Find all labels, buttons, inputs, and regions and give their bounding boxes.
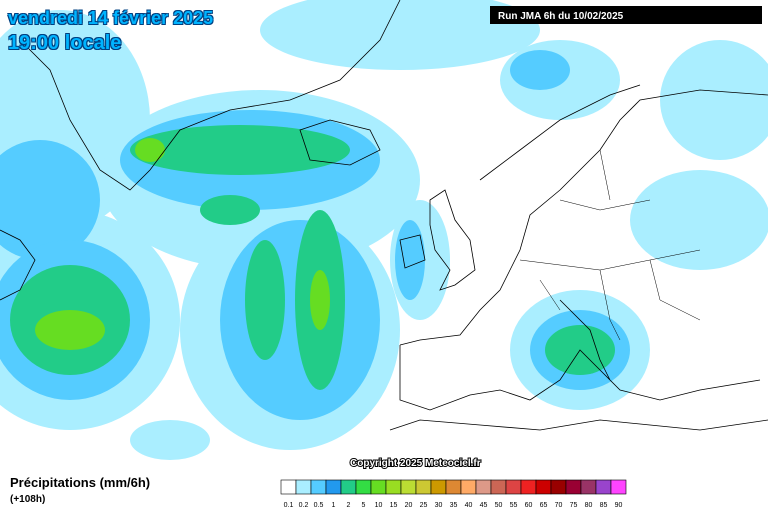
legend-label: 0.5 (314, 502, 324, 509)
coastline-america (0, 229, 36, 301)
legend-label: 15 (390, 502, 398, 509)
run-label: Run JMA 6h du 10/02/2025 (498, 11, 624, 22)
legend-swatch (295, 479, 312, 495)
legend-swatch (460, 479, 477, 495)
legend-label: 30 (435, 502, 443, 509)
legend-swatch (580, 479, 597, 495)
legend-swatch (370, 479, 387, 495)
legend-label: 2 (347, 502, 351, 509)
legend-swatch (535, 479, 552, 495)
legend-label: 65 (540, 502, 548, 509)
legend-swatch (400, 479, 417, 495)
legend-swatch (280, 479, 297, 495)
legend-swatch (595, 479, 612, 495)
legend-label: 45 (480, 502, 488, 509)
legend-label: 0.2 (299, 502, 309, 509)
legend-label: 10 (375, 502, 383, 509)
legend-swatch (415, 479, 432, 495)
legend-swatch (385, 479, 402, 495)
legend: 0.1 0.2 0.5 1 2 5 10 15 20 25 30 35 40 45 50 55 60 65 70 75… (280, 479, 627, 509)
legend-label: 35 (450, 502, 458, 509)
legend-swatch (310, 479, 327, 495)
legend-swatch (445, 479, 462, 495)
legend-label: 75 (570, 502, 578, 509)
legend-swatch (610, 479, 627, 495)
coastline-greenland (19, 0, 401, 191)
legend-label: 5 (362, 502, 366, 509)
date-title: vendredi 14 février 2025 (8, 8, 214, 28)
country-borders (519, 149, 701, 341)
legend-swatch (520, 479, 537, 495)
legend-swatch (550, 479, 567, 495)
legend-label: 85 (600, 502, 608, 509)
precip-very-heavy (35, 138, 330, 350)
legend-label: 80 (585, 502, 593, 509)
legend-label: 55 (510, 502, 518, 509)
legend-label: 0.1 (284, 502, 294, 509)
legend-swatch (565, 479, 582, 495)
legend-label: 20 (405, 502, 413, 509)
time-title: 19:00 locale (8, 32, 122, 54)
legend-swatch (355, 479, 372, 495)
coastline-africa (389, 419, 768, 431)
legend-swatch (490, 479, 507, 495)
legend-label: 1 (332, 502, 336, 509)
legend-title: Précipitations (mm/6h) (10, 475, 150, 490)
legend-label: 50 (495, 502, 503, 509)
lead-time: (+108h) (10, 494, 45, 505)
coastline-europe (399, 84, 768, 411)
legend-label: 40 (465, 502, 473, 509)
legend-swatch (505, 479, 522, 495)
copyright: Copyright 2025 Meteociel.fr (350, 458, 481, 469)
legend-swatch (325, 479, 342, 495)
coastline-iceland (299, 119, 381, 166)
run-banner (490, 6, 762, 24)
legend-swatch (475, 479, 492, 495)
legend-label: 70 (555, 502, 563, 509)
legend-label: 90 (615, 502, 623, 509)
legend-swatch (430, 479, 447, 495)
legend-swatch (340, 479, 357, 495)
legend-label: 25 (420, 502, 428, 509)
coastline-britain (399, 189, 476, 291)
legend-label: 60 (525, 502, 533, 509)
